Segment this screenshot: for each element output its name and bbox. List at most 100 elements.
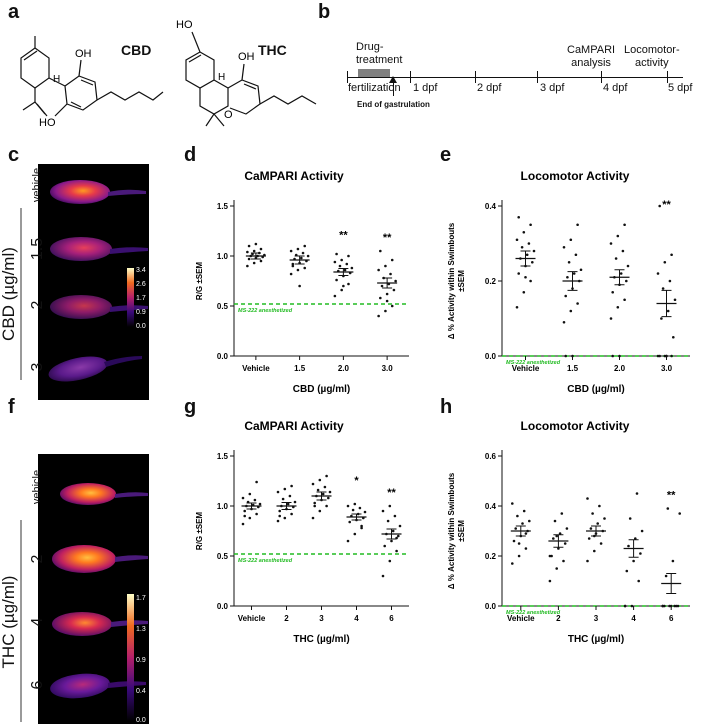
data-point bbox=[316, 488, 320, 492]
data-point bbox=[514, 527, 517, 530]
data-point bbox=[567, 260, 571, 264]
data-point bbox=[623, 298, 626, 302]
data-point bbox=[296, 247, 300, 251]
y-axis-label-line: Δ % Activity within Swimbouts bbox=[447, 222, 456, 339]
timeline-fertilization: fertilization bbox=[348, 82, 401, 94]
data-point bbox=[363, 510, 367, 514]
significance-marker: ** bbox=[383, 232, 392, 244]
data-point bbox=[515, 238, 519, 242]
data-point bbox=[391, 529, 395, 533]
y-axis-label-line: Δ % Activity within Swimbouts bbox=[447, 472, 456, 589]
data-point bbox=[666, 507, 670, 510]
data-point bbox=[609, 317, 613, 320]
panel-letter-h: h bbox=[440, 396, 453, 418]
data-point bbox=[520, 245, 524, 249]
data-point bbox=[347, 254, 350, 258]
data-point bbox=[325, 474, 328, 478]
data-point bbox=[670, 354, 673, 358]
data-point bbox=[628, 517, 632, 520]
data-point bbox=[591, 512, 594, 515]
data-point bbox=[247, 257, 251, 261]
treatment-bar bbox=[358, 69, 390, 78]
data-point bbox=[532, 249, 536, 253]
data-point bbox=[390, 258, 394, 262]
x-tick-label: 6 bbox=[669, 614, 674, 623]
x-tick-label: 2 bbox=[284, 614, 289, 623]
data-point bbox=[385, 299, 389, 303]
data-point bbox=[579, 268, 583, 272]
data-point bbox=[328, 490, 332, 494]
data-point bbox=[327, 496, 330, 500]
x-tick-label: 3.0 bbox=[661, 364, 673, 373]
data-point bbox=[248, 516, 252, 520]
chart-title: CaMPARI Activity bbox=[244, 169, 344, 183]
data-point bbox=[596, 522, 599, 525]
y-tick-label: 0.0 bbox=[485, 602, 497, 611]
data-point bbox=[528, 519, 531, 523]
timeline-locomotor: Locomotor- activity bbox=[624, 44, 680, 69]
data-point bbox=[335, 278, 338, 282]
data-point bbox=[276, 490, 280, 494]
timeline-drug-treatment: Drug- treatment bbox=[356, 41, 403, 66]
x-tick-label: Vehicle bbox=[242, 364, 270, 373]
cbd-group-bracket bbox=[20, 208, 22, 380]
cbd-colorbar bbox=[127, 268, 134, 327]
panel-letter-b: b bbox=[318, 1, 331, 23]
data-point bbox=[247, 244, 251, 248]
data-point bbox=[569, 238, 573, 242]
y-tick-label: 0.2 bbox=[485, 552, 497, 561]
data-point bbox=[663, 260, 667, 264]
data-point bbox=[587, 537, 591, 540]
fish-3 bbox=[48, 356, 142, 382]
data-point bbox=[346, 504, 350, 508]
data-point bbox=[571, 354, 574, 358]
y-tick-label: 1.0 bbox=[217, 252, 229, 261]
data-point bbox=[253, 498, 257, 502]
cbd-colorbar-tick: 1.7 bbox=[136, 295, 146, 302]
data-point bbox=[560, 512, 564, 515]
y-tick-label: 1.0 bbox=[217, 502, 229, 511]
data-point bbox=[517, 554, 521, 558]
thc-ho-label: HO bbox=[176, 19, 193, 31]
data-point bbox=[293, 500, 297, 504]
data-point bbox=[291, 262, 295, 266]
thc-row-label-4: 4 bbox=[29, 617, 46, 627]
timeline-tick-1 bbox=[410, 71, 411, 83]
data-point bbox=[254, 242, 258, 246]
cbd-oh-label: OH bbox=[75, 48, 92, 60]
y-tick-label: 0.0 bbox=[485, 352, 497, 361]
data-point bbox=[288, 494, 292, 498]
fish-2 bbox=[52, 545, 148, 573]
data-point bbox=[241, 496, 245, 500]
timeline-tick-5 bbox=[667, 71, 668, 83]
chart-title: Locomotor Activity bbox=[521, 419, 630, 433]
data-point bbox=[289, 272, 293, 276]
data-point bbox=[390, 539, 393, 543]
data-point bbox=[555, 567, 558, 570]
data-point bbox=[658, 204, 661, 208]
data-point bbox=[562, 559, 565, 563]
data-point bbox=[325, 504, 328, 508]
y-axis-label-line: R/G ±SEM bbox=[195, 262, 204, 301]
data-point bbox=[278, 509, 281, 513]
data-point bbox=[306, 254, 310, 258]
cbd-h-label: H bbox=[53, 74, 60, 85]
cbd-colorbar-tick: 2.6 bbox=[136, 281, 146, 288]
thc-h-label: H bbox=[218, 72, 225, 83]
cbd-row-label-vehicle: vehicle bbox=[31, 167, 43, 203]
data-point bbox=[531, 260, 534, 264]
data-point bbox=[350, 266, 354, 270]
timeline-axis bbox=[347, 77, 683, 78]
data-point bbox=[512, 539, 516, 543]
panel-letter-e: e bbox=[440, 144, 452, 166]
data-point bbox=[318, 509, 322, 513]
x-axis-label: CBD (µg/ml) bbox=[293, 384, 350, 395]
data-point bbox=[522, 290, 526, 294]
data-point bbox=[248, 492, 252, 496]
data-point bbox=[525, 253, 529, 257]
data-point bbox=[397, 534, 400, 538]
data-point bbox=[335, 252, 338, 256]
thc-colorbar-tick: 0.4 bbox=[136, 688, 146, 695]
data-point bbox=[278, 514, 281, 518]
data-point bbox=[358, 506, 362, 510]
